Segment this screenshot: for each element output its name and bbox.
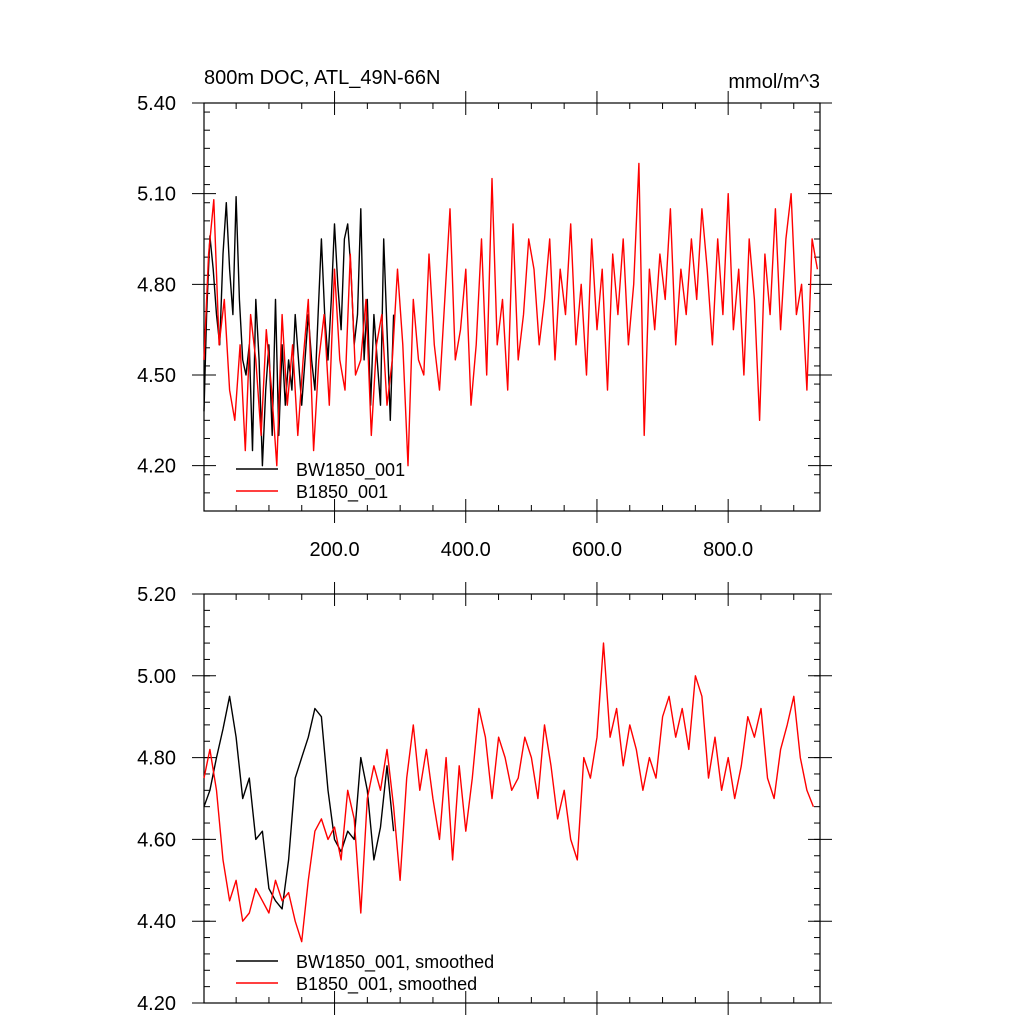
top-plot-area: [203, 162, 819, 467]
top-series-b1850-001: [203, 162, 819, 467]
top-legend-label-bw: BW1850_001: [296, 460, 405, 481]
top-ytick-label: 4.80: [137, 274, 176, 296]
top-legend: BW1850_001 B1850_001: [236, 460, 405, 503]
top-xtick-label: 600.0: [572, 539, 622, 561]
top-ytick-label: 5.10: [137, 184, 176, 206]
top-frame: [203, 102, 821, 512]
bottom-panel: 4.20 4.40 4.60 4.80 5.00 5.20 BW1850_001, smo…: [137, 582, 832, 1015]
bottom-plot-area: [203, 642, 815, 943]
top-xtick-label: 800.0: [703, 539, 753, 561]
bottom-series-b1850-001-smoothed: [203, 642, 815, 943]
bottom-series-bw1850-001-smoothed: [203, 695, 395, 910]
top-ytick-label: 4.20: [137, 456, 176, 478]
bottom-legend: BW1850_001, smoothed B1850_001, smoothed: [236, 952, 494, 995]
bottom-ytick-label: 4.60: [137, 829, 176, 851]
bottom-ytick-label: 5.20: [137, 584, 176, 606]
bottom-ytick-label: 5.00: [137, 666, 176, 688]
top-xtick-label: 400.0: [441, 539, 491, 561]
top-panel: 800m DOC, ATL_49N-66N mmol/m^3 4.204.504…: [137, 67, 832, 561]
top-legend-label-b: B1850_001: [296, 482, 388, 503]
top-series-bw1850-001: [203, 195, 395, 467]
bottom-frame: [203, 593, 821, 1004]
top-axes: 4.20 4.50 4.80 5.10 5.40 200.0 400.0 600.0 800.0: [137, 91, 832, 561]
bottom-legend-label-b: B1850_001, smoothed: [296, 974, 477, 995]
bottom-axes: 4.20 4.40 4.60 4.80 5.00 5.20: [137, 582, 832, 1015]
bottom-ytick-label: 4.40: [137, 911, 176, 933]
top-title: 800m DOC, ATL_49N-66N: [204, 67, 440, 89]
top-ytick-label: 4.50: [137, 365, 176, 387]
bottom-legend-label-bw: BW1850_001, smoothed: [296, 952, 494, 973]
top-units: mmol/m^3: [728, 71, 820, 93]
top-xtick-label: 200.0: [310, 539, 360, 561]
bottom-ytick-label: 4.20: [137, 993, 176, 1015]
bottom-ytick-label: 4.80: [137, 748, 176, 770]
top-ytick-label: 5.40: [137, 93, 176, 115]
